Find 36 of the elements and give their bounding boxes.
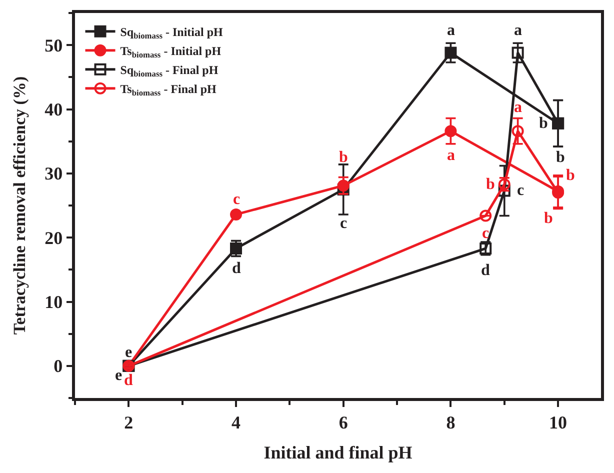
y-axis-title: Tetracycline removal efficiency (%) xyxy=(10,76,30,335)
data-label: b xyxy=(539,115,548,132)
data-label: a xyxy=(514,99,522,116)
y-tick-label: 0 xyxy=(54,356,63,376)
legend-label: Ts$_{biomass}$ - Final pH xyxy=(120,82,218,98)
data-label: c xyxy=(233,191,240,208)
legend-label: Ts$_{biomass}$ - Initial pH xyxy=(120,44,222,60)
data-label: b xyxy=(566,167,575,184)
data-label: c xyxy=(482,225,490,242)
legend-label: Sq$_{biomass}$ - Initial pH xyxy=(120,25,224,41)
x-tick-label: 2 xyxy=(124,412,134,432)
data-label: b xyxy=(486,176,495,193)
x-tick-label: 4 xyxy=(232,412,241,432)
y-tick-label: 10 xyxy=(44,292,63,312)
y-tick-label: 30 xyxy=(44,164,63,184)
data-label: d xyxy=(481,262,490,279)
x-tick-label: 8 xyxy=(446,412,456,432)
data-label: a xyxy=(514,22,522,39)
data-label: c xyxy=(517,182,524,199)
y-tick-label: 40 xyxy=(44,100,63,120)
data-label: e xyxy=(115,367,122,384)
legend-label: Sq$_{biomass}$ - Final pH xyxy=(120,63,219,79)
data-label: c xyxy=(340,215,348,232)
data-label: d xyxy=(232,260,241,277)
y-tick-label: 50 xyxy=(44,35,63,56)
x-axis-title: Initial and final pH xyxy=(264,442,412,462)
y-tick-label: 20 xyxy=(44,228,63,248)
data-label: b xyxy=(339,149,348,166)
data-label: a xyxy=(447,147,455,164)
data-label: d xyxy=(124,372,133,389)
data-label: e xyxy=(125,344,132,361)
data-label: a xyxy=(447,22,455,39)
x-tick-label: 10 xyxy=(549,412,568,432)
data-label: b xyxy=(556,149,565,166)
x-tick-label: 6 xyxy=(338,412,348,432)
data-label: b xyxy=(544,210,553,227)
